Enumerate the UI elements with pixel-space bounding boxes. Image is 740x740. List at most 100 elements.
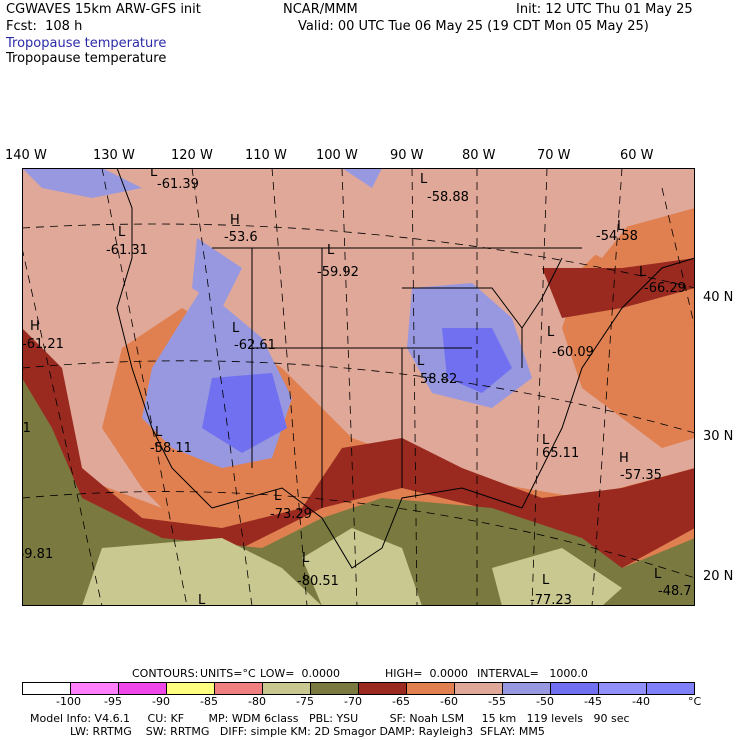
interval-value: INTERVAL= 1000.0: [477, 667, 588, 680]
legend-swatch: [23, 683, 71, 694]
init-time: Init: 12 UTC Thu 01 May 25: [516, 2, 693, 17]
org-label: NCAR/MMM: [283, 2, 358, 17]
extrema-markers: L L H L L L L H L L L L L H L L L L L: [30, 168, 662, 606]
low-marker: L: [542, 433, 550, 448]
lon-label: 110 W: [245, 148, 287, 163]
low-marker: L: [654, 567, 662, 582]
legend-tick-label: -70: [344, 695, 362, 708]
legend-tick-label: -85: [200, 695, 218, 708]
legend-tick-label: -80: [248, 695, 266, 708]
legend-swatch: [455, 683, 503, 694]
value-label: -53.6: [224, 230, 258, 245]
physics-info: LW: RRTMG SW: RRTMG DIFF: simple KM: 2D …: [70, 725, 545, 738]
legend-tick-label: -60: [440, 695, 458, 708]
lat-label: 30 N: [703, 429, 734, 444]
low-marker: L: [232, 321, 240, 336]
lon-label: 70 W: [537, 148, 571, 163]
lat-label: 20 N: [703, 569, 734, 584]
value-label: -61.21: [22, 337, 64, 352]
lon-label: 120 W: [171, 148, 213, 163]
field-band-45-gl: [442, 328, 512, 393]
coastlines: [116, 168, 695, 569]
low-marker: L: [118, 225, 126, 240]
legend-tick-label: -40: [632, 695, 650, 708]
legend-swatch: [263, 683, 311, 694]
valid-time: Valid: 00 UTC Tue 06 May 25 (19 CDT Mon …: [298, 19, 649, 34]
value-label: -66.29: [644, 281, 686, 296]
value-label: 69.81: [22, 547, 53, 562]
model-title: CGWAVES 15km ARW-GFS init: [6, 2, 201, 17]
value-label: -73.29: [270, 507, 312, 522]
field-band-50-n: [342, 168, 382, 188]
field-band-55: [22, 168, 695, 508]
value-label: -54.58: [596, 229, 638, 244]
low-marker: L: [274, 489, 282, 504]
value-label: -57.35: [620, 468, 662, 483]
legend-swatch: [215, 683, 263, 694]
lon-label: 140 W: [5, 148, 47, 163]
value-label: -80.51: [297, 574, 339, 589]
color-legend: [22, 682, 695, 695]
field-band-75-e: [492, 548, 622, 606]
forecast-hour: Fcst: 108 h: [6, 19, 83, 34]
forecast-map: L L H L L L L H L L L L L H L L L L L -6…: [22, 168, 695, 606]
value-label: -59.92: [317, 265, 359, 280]
value-label: -61.39: [157, 177, 199, 192]
legend-swatch: [311, 683, 359, 694]
value-label: -58.88: [427, 190, 469, 205]
low-value: LOW= 0.0000: [260, 667, 340, 680]
legend-tick-label: -55: [488, 695, 506, 708]
field-band-45-sw: [202, 373, 287, 453]
legend-swatch: [647, 683, 694, 694]
lon-label: 90 W: [390, 148, 424, 163]
low-marker: L: [150, 168, 158, 180]
legend-swatch: [503, 683, 551, 694]
low-marker: L: [417, 354, 425, 369]
high-marker: H: [619, 451, 629, 466]
legend-tick-label: -65: [392, 695, 410, 708]
model-info: Model Info: V4.6.1 CU: KF MP: WDM 6class…: [30, 712, 630, 725]
value-label: -61.31: [106, 243, 148, 258]
field-title-blue: Tropopause temperature: [6, 36, 167, 51]
map-frame: [22, 168, 695, 606]
field-band-55-ne: [402, 168, 642, 258]
field-title: Tropopause temperature: [6, 51, 167, 66]
field-band-50-nw: [22, 168, 142, 198]
legend-swatch: [407, 683, 455, 694]
value-label: 5.61: [22, 421, 31, 436]
value-label: -60.09: [552, 345, 594, 360]
legend-swatch: [551, 683, 599, 694]
lon-label: 80 W: [462, 148, 496, 163]
value-label: -77.23: [530, 593, 572, 606]
field-band-75-w: [82, 538, 322, 606]
legend-swatch: [71, 683, 119, 694]
value-label: 58.82: [420, 372, 457, 387]
value-label: 65.11: [542, 446, 579, 461]
low-marker: L: [420, 172, 428, 187]
low-marker: L: [547, 325, 555, 340]
high-marker: H: [30, 319, 40, 334]
contours-label: CONTOURS:: [132, 667, 199, 680]
legend-tick-label: -50: [536, 695, 554, 708]
legend-tick-label: -45: [584, 695, 602, 708]
graticule: [22, 168, 695, 606]
low-marker: L: [639, 265, 647, 280]
units-label: UNITS=°C: [200, 667, 256, 680]
legend-swatch: [359, 683, 407, 694]
contour-value-labels: -61.39 -58.88 -53.6 -61.31 -59.92 -54.58…: [22, 177, 692, 606]
lat-label: 40 N: [703, 290, 734, 305]
value-label: -62.61: [234, 338, 276, 353]
high-value: HIGH= 0.0000: [385, 667, 469, 680]
legend-swatch: [119, 683, 167, 694]
field-band-65: [22, 328, 695, 568]
legend-swatch: [599, 683, 647, 694]
low-marker: L: [155, 425, 163, 440]
low-marker: L: [617, 219, 625, 234]
lon-label: 60 W: [620, 148, 654, 163]
low-marker: L: [542, 573, 550, 588]
low-marker: L: [198, 593, 206, 606]
lon-label: 100 W: [316, 148, 358, 163]
legend-tick-label: -90: [152, 695, 170, 708]
value-label: -48.7: [658, 584, 692, 599]
low-marker: L: [302, 551, 310, 566]
